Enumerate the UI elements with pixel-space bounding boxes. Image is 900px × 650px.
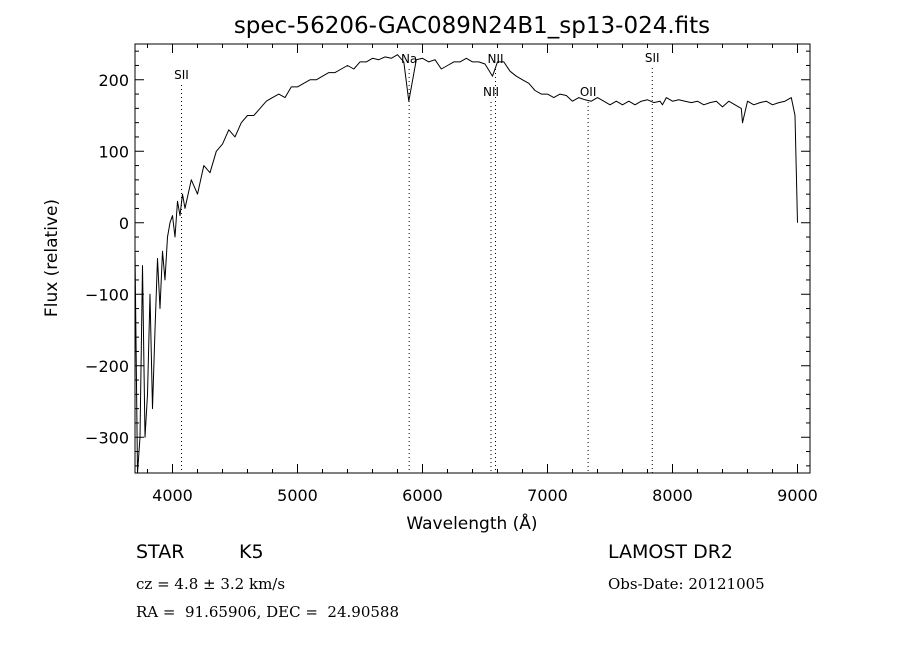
coordinates-line: RA = 91.65906, DEC = 24.90588: [136, 603, 400, 621]
spectral-line-label: NII: [487, 52, 503, 66]
y-axis-label: Flux (relative): [42, 199, 62, 317]
x-tick-label: 7000: [527, 486, 568, 505]
spectral-line-label: SII: [645, 51, 660, 65]
redshift-line: cz = 4.8 ± 3.2 km/s: [136, 575, 286, 593]
obs-date-line: Obs-Date: 20121005: [608, 575, 765, 593]
x-axis-ticks: 4000 5000 6000 7000 8000 9000: [147, 44, 818, 505]
spectral-line-label: OII: [580, 85, 597, 99]
spectral-line-label: NII: [483, 85, 499, 99]
y-tick-label: −200: [85, 357, 129, 376]
y-tick-label: 100: [98, 142, 129, 161]
y-tick-label: 0: [119, 214, 129, 233]
x-tick-label: 4000: [152, 486, 193, 505]
plot-frame: [134, 43, 811, 474]
survey-label: LAMOST DR2: [608, 541, 733, 563]
spectrum-line: [134, 54, 798, 474]
spectral-line-label: SII: [174, 68, 189, 82]
annotation-labels: SII Na NII NII OII SII: [174, 51, 659, 99]
y-tick-label: 200: [98, 71, 129, 90]
y-tick-label: −300: [85, 428, 129, 447]
x-tick-label: 6000: [402, 486, 443, 505]
x-axis-label: Wavelength (Å): [406, 512, 537, 534]
subclass-label: K5: [239, 541, 264, 563]
annotation-lines: [181, 68, 653, 473]
spectral-line-label: Na: [401, 52, 417, 66]
x-tick-label: 8000: [652, 486, 693, 505]
y-tick-label: −100: [85, 285, 129, 304]
y-axis-ticks: −300 −200 −100 0 100 200: [85, 50, 810, 467]
spectrum-series: [134, 54, 798, 474]
class-label: STAR: [136, 541, 185, 563]
x-tick-label: 9000: [777, 486, 818, 505]
chart-title: spec-56206-GAC089N24B1_sp13-024.fits: [234, 13, 710, 39]
x-tick-label: 5000: [277, 486, 318, 505]
